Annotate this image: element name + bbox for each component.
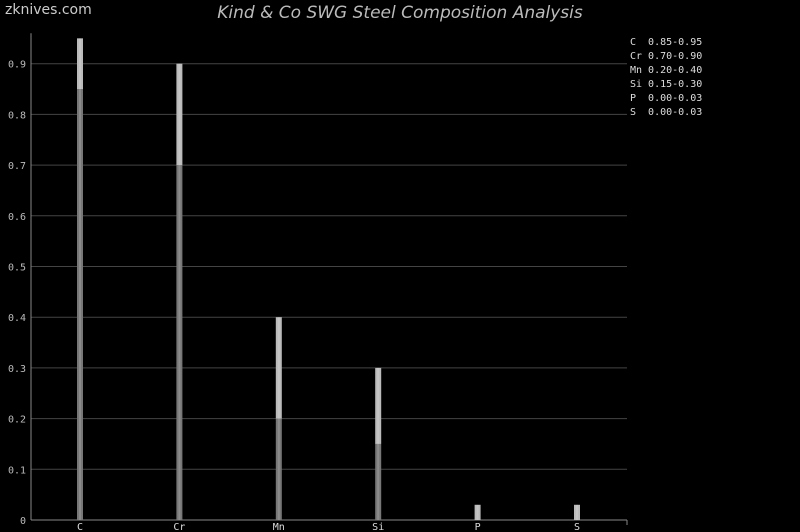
y-tick-label: 0.7 — [8, 161, 26, 172]
x-tick-label: Si — [372, 522, 384, 532]
legend-entry: Cr 0.70-0.90 — [630, 51, 703, 62]
bar-highlight-Mn — [277, 317, 280, 520]
bar-highlight-Cr — [178, 63, 181, 520]
y-tick-label: 0.4 — [8, 313, 26, 324]
y-tick-label: 0.5 — [8, 263, 26, 274]
y-tick-label: 0.2 — [8, 415, 26, 426]
bar-min-Cr — [176, 165, 183, 520]
legend-entry: Mn 0.20-0.40 — [630, 65, 703, 76]
y-tick-label: 0.8 — [8, 110, 26, 121]
y-tick-label: 0.9 — [8, 60, 26, 71]
bar-range-Si — [375, 367, 382, 444]
legend-entry: P 0.00-0.03 — [630, 93, 703, 104]
x-tick-label: Mn — [273, 522, 285, 532]
bar-range-S — [574, 504, 580, 520]
y-tick-label: 0.3 — [8, 364, 26, 375]
x-tick-label: C — [77, 522, 83, 532]
site-logo[interactable]: zknives.com — [5, 2, 92, 18]
bar-min-Si — [375, 443, 382, 520]
bar-highlight-S — [576, 504, 578, 520]
bar-range-Cr — [176, 63, 183, 166]
legend-entry: Si 0.15-0.30 — [630, 79, 703, 90]
bar-range-C — [77, 38, 83, 90]
chart-title: Kind & Co SWG Steel Composition Analysis — [217, 3, 583, 23]
x-tick-label: S — [574, 522, 580, 532]
y-tick-label: 0 — [20, 516, 26, 527]
bar-highlight-P — [476, 504, 479, 520]
legend-entry: S 0.00-0.03 — [630, 107, 703, 118]
bar-range-P — [474, 504, 481, 520]
y-tick-label: 0.1 — [8, 465, 26, 476]
legend: C 0.85-0.95 Cr 0.70-0.90 Mn 0.20-0.40 Si 0.… — [630, 36, 702, 120]
y-tick-label: 0.6 — [8, 212, 26, 223]
bar-range-Mn — [275, 317, 282, 419]
x-tick-label: P — [475, 522, 481, 532]
legend-entry: C 0.85-0.95 — [630, 37, 703, 48]
bar-highlight-Si — [377, 367, 380, 520]
x-tick-label: Cr — [173, 522, 185, 532]
bar-highlight-C — [79, 38, 81, 520]
bar-min-C — [77, 89, 83, 521]
bar-min-Mn — [275, 418, 282, 520]
